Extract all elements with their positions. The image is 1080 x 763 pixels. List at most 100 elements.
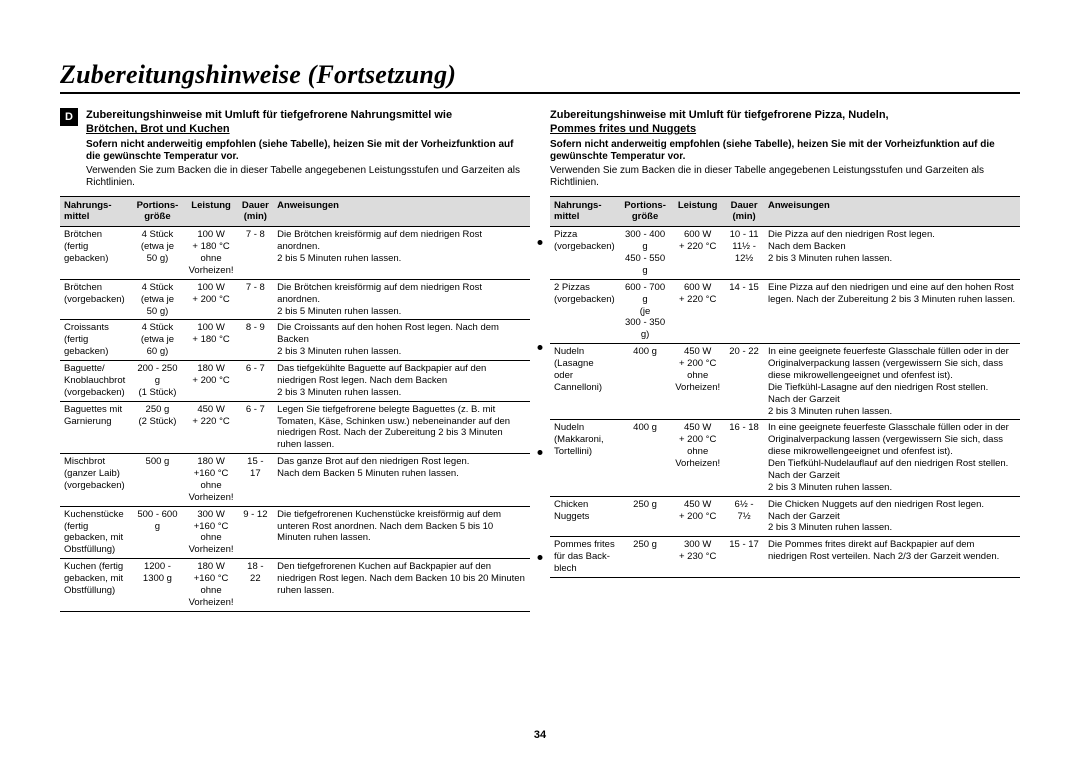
language-badge: D bbox=[60, 108, 78, 126]
cell-power: 100 W+ 180 °CohneVorheizen! bbox=[185, 227, 238, 280]
cell-time: 14 - 15 bbox=[724, 279, 764, 343]
cell-food: Baguettes mitGarnierung bbox=[60, 401, 130, 454]
cell-portion: 400 g bbox=[619, 344, 671, 420]
cell-instr: Das tiefgekühlte Baguette auf Backpapier… bbox=[273, 361, 530, 402]
cell-time: 15 - 17 bbox=[238, 454, 274, 507]
page-title: Zubereitungshinweise (Fortsetzung) bbox=[60, 60, 456, 89]
table-row: Brötchen (fertiggebacken)4 Stück(etwa je… bbox=[60, 227, 530, 280]
cell-power: 450 W+ 200 °CohneVorheizen! bbox=[671, 420, 724, 496]
binding-dots bbox=[538, 240, 543, 560]
left-intro-block: Sofern nicht anderweitig empfohlen (sieh… bbox=[60, 139, 530, 190]
table-row: Nudeln(Makkaroni,Tortellini)400 g450 W+ … bbox=[550, 420, 1020, 496]
col-portion: Portions-größe bbox=[619, 196, 671, 227]
cell-portion: 250 g bbox=[619, 496, 671, 537]
cell-food: 2 Pizzas(vorgebacken) bbox=[550, 279, 619, 343]
col-food: Nahrungs-mittel bbox=[60, 196, 130, 227]
left-intro: Verwenden Sie zum Backen die in dieser T… bbox=[86, 165, 530, 190]
cell-portion: 250 g bbox=[619, 537, 671, 578]
cell-portion: 4 Stück(etwa je 60 g) bbox=[130, 320, 184, 361]
cell-time: 6½ - 7½ bbox=[724, 496, 764, 537]
cell-time: 7 - 8 bbox=[238, 227, 274, 280]
cell-food: Pommes fritesfür das Back-blech bbox=[550, 537, 619, 578]
cell-instr: Die Brötchen kreisförmig auf dem niedrig… bbox=[273, 227, 530, 280]
cell-food: Mischbrot(ganzer Laib)(vorgebacken) bbox=[60, 454, 130, 507]
table-row: Pommes fritesfür das Back-blech250 g300 … bbox=[550, 537, 1020, 578]
cell-power: 180 W+160 °CohneVorheizen! bbox=[185, 559, 238, 612]
dot-icon bbox=[538, 450, 543, 455]
cell-instr: Legen Sie tiefgefrorene belegte Baguette… bbox=[273, 401, 530, 454]
dot-icon bbox=[538, 240, 543, 245]
cell-food: Kuchen (fertiggebacken, mitObstfüllung) bbox=[60, 559, 130, 612]
right-heading-line1: Zubereitungshinweise mit Umluft für tief… bbox=[550, 109, 889, 121]
cell-instr: Die Brötchen kreisförmig auf dem niedrig… bbox=[273, 279, 530, 320]
cell-portion: 500 g bbox=[130, 454, 184, 507]
table-row: Baguettes mitGarnierung250 g(2 Stück)450… bbox=[60, 401, 530, 454]
left-section-heading: Zubereitungshinweise mit Umluft für tief… bbox=[86, 108, 452, 137]
cell-food: Baguette/Knoblauchbrot(vorgebacken) bbox=[60, 361, 130, 402]
cell-portion: 4 Stück(etwa je 50 g) bbox=[130, 227, 184, 280]
right-section-heading: Zubereitungshinweise mit Umluft für tief… bbox=[550, 108, 1020, 137]
right-column: Zubereitungshinweise mit Umluft für tief… bbox=[550, 108, 1020, 612]
cell-portion: 250 g(2 Stück) bbox=[130, 401, 184, 454]
right-heading-line2: Pommes frites und Nuggets bbox=[550, 123, 696, 135]
table-row: Kuchenstücke(fertiggebacken, mitObstfüll… bbox=[60, 506, 530, 559]
cell-portion: 400 g bbox=[619, 420, 671, 496]
cell-time: 10 - 1111½ - 12½ bbox=[724, 227, 764, 280]
cell-power: 600 W+ 220 °C bbox=[671, 279, 724, 343]
left-table-header-row: Nahrungs-mittel Portions-größe Leistung … bbox=[60, 196, 530, 227]
table-row: Kuchen (fertiggebacken, mitObstfüllung)1… bbox=[60, 559, 530, 612]
cell-power: 180 W+ 200 °C bbox=[185, 361, 238, 402]
cell-portion: 4 Stück(etwa je 50 g) bbox=[130, 279, 184, 320]
cell-instr: Die Pizza auf den niedrigen Rost legen.N… bbox=[764, 227, 1020, 280]
cell-portion: 500 - 600 g bbox=[130, 506, 184, 559]
table-row: Pizza(vorgebacken)300 - 400 g450 - 550 g… bbox=[550, 227, 1020, 280]
cell-power: 100 W+ 200 °C bbox=[185, 279, 238, 320]
cell-portion: 300 - 400 g450 - 550 g bbox=[619, 227, 671, 280]
cell-time: 16 - 18 bbox=[724, 420, 764, 496]
cell-instr: In eine geeignete feuerfeste Glasschale … bbox=[764, 344, 1020, 420]
col-portion: Portions-größe bbox=[130, 196, 184, 227]
cell-instr: Die tiefgefrorenen Kuchenstücke kreisför… bbox=[273, 506, 530, 559]
left-column: D Zubereitungshinweise mit Umluft für ti… bbox=[60, 108, 530, 612]
cell-power: 300 W+ 230 °C bbox=[671, 537, 724, 578]
right-table-header-row: Nahrungs-mittel Portions-größe Leistung … bbox=[550, 196, 1020, 227]
right-intro-bold: Sofern nicht anderweitig empfohlen (sieh… bbox=[550, 139, 1020, 164]
cell-power: 600 W+ 220 °C bbox=[671, 227, 724, 280]
table-row: ChickenNuggets250 g450 W+ 200 °C6½ - 7½D… bbox=[550, 496, 1020, 537]
cell-instr: Die Croissants auf den hohen Rost legen.… bbox=[273, 320, 530, 361]
col-power: Leistung bbox=[671, 196, 724, 227]
cell-time: 9 - 12 bbox=[238, 506, 274, 559]
col-time: Dauer(min) bbox=[238, 196, 274, 227]
table-row: Croissants(fertiggebacken)4 Stück(etwa j… bbox=[60, 320, 530, 361]
cell-instr: Den tiefgefrorenen Kuchen auf Backpapier… bbox=[273, 559, 530, 612]
cell-portion: 1200 - 1300 g bbox=[130, 559, 184, 612]
col-food: Nahrungs-mittel bbox=[550, 196, 619, 227]
cell-time: 20 - 22 bbox=[724, 344, 764, 420]
cell-time: 15 - 17 bbox=[724, 537, 764, 578]
left-table: Nahrungs-mittel Portions-größe Leistung … bbox=[60, 196, 530, 612]
cell-instr: Die Chicken Nuggets auf den niedrigen Ro… bbox=[764, 496, 1020, 537]
cell-food: ChickenNuggets bbox=[550, 496, 619, 537]
right-intro: Verwenden Sie zum Backen die in dieser T… bbox=[550, 165, 1020, 190]
cell-power: 450 W+ 200 °C bbox=[671, 496, 724, 537]
table-row: Mischbrot(ganzer Laib)(vorgebacken)500 g… bbox=[60, 454, 530, 507]
left-heading-line2: Brötchen, Brot und Kuchen bbox=[86, 123, 230, 135]
cell-instr: Die Pommes frites direkt auf Backpapier … bbox=[764, 537, 1020, 578]
cell-instr: In eine geeignete feuerfeste Glasschale … bbox=[764, 420, 1020, 496]
table-row: Nudeln(Lasagne oderCannelloni)400 g450 W… bbox=[550, 344, 1020, 420]
col-time: Dauer(min) bbox=[724, 196, 764, 227]
cell-power: 100 W+ 180 °C bbox=[185, 320, 238, 361]
dot-icon bbox=[538, 345, 543, 350]
col-instr: Anweisungen bbox=[273, 196, 530, 227]
cell-portion: 200 - 250 g(1 Stück) bbox=[130, 361, 184, 402]
cell-time: 7 - 8 bbox=[238, 279, 274, 320]
cell-food: Brötchen (fertiggebacken) bbox=[60, 227, 130, 280]
table-row: 2 Pizzas(vorgebacken)600 - 700 g(je300 -… bbox=[550, 279, 1020, 343]
cell-power: 180 W+160 °CohneVorheizen! bbox=[185, 454, 238, 507]
left-heading-line1: Zubereitungshinweise mit Umluft für tief… bbox=[86, 109, 452, 121]
col-power: Leistung bbox=[185, 196, 238, 227]
table-row: Baguette/Knoblauchbrot(vorgebacken)200 -… bbox=[60, 361, 530, 402]
right-table: Nahrungs-mittel Portions-größe Leistung … bbox=[550, 196, 1020, 578]
table-row: Brötchen(vorgebacken)4 Stück(etwa je 50 … bbox=[60, 279, 530, 320]
cell-time: 6 - 7 bbox=[238, 361, 274, 402]
